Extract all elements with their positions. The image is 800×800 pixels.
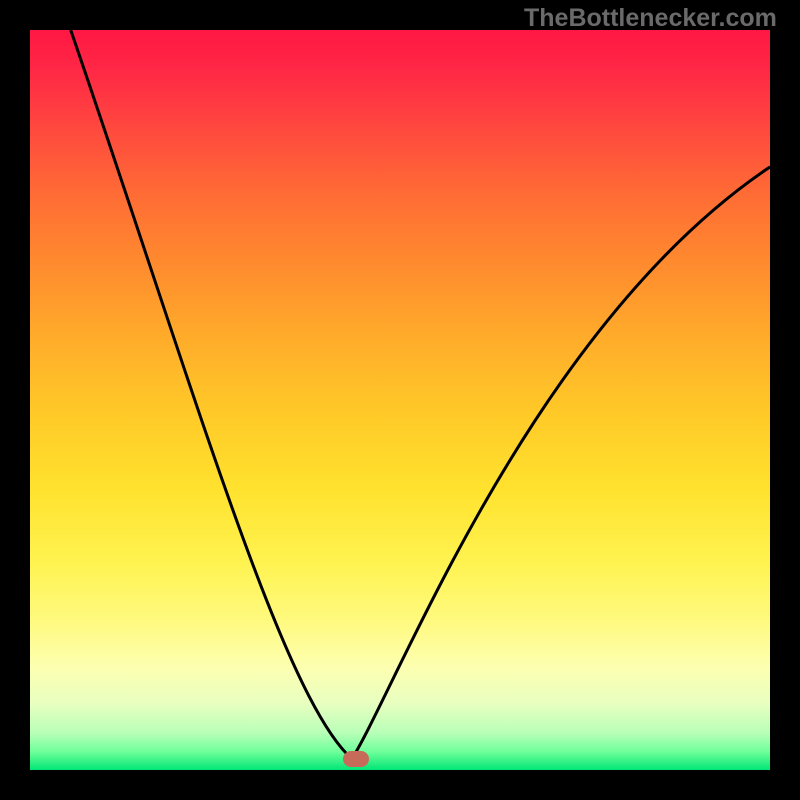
bottleneck-curve [30,30,770,770]
watermark-label: TheBottlenecker.com [524,4,777,33]
plot-area [30,30,770,770]
chart-container: TheBottlenecker.com [0,0,800,800]
optimal-point-marker [343,751,369,767]
